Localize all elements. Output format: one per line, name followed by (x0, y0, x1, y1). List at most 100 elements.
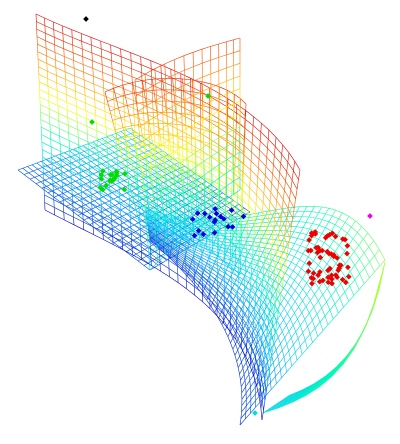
tall-folded-sheet-gridline (84, 80, 94, 84)
curved-s-sheet-gridline (286, 325, 289, 331)
curved-s-sheet-gridline (284, 320, 287, 326)
tall-folded-sheet-gridline (61, 167, 71, 172)
tall-folded-sheet-gridline (93, 68, 94, 76)
tall-folded-sheet-gridline (102, 65, 103, 73)
tall-folded-sheet-gridline (257, 186, 258, 195)
tall-folded-sheet-gridline (258, 168, 265, 175)
tall-folded-sheet-gridline (191, 95, 201, 100)
curved-s-sheet-gridline (297, 354, 302, 360)
tall-folded-sheet-gridline (103, 72, 113, 76)
tall-folded-sheet-gridline (270, 202, 276, 210)
curved-s-sheet-gridline (240, 374, 241, 380)
tall-folded-sheet-gridline (277, 191, 278, 200)
curved-s-sheet-gridline (245, 241, 247, 245)
curved-s-sheet-gridline (355, 221, 361, 227)
tall-folded-sheet-gridline (53, 22, 62, 26)
curved-s-sheet-gridline (251, 263, 257, 265)
curved-s-sheet-gridline (364, 253, 369, 262)
blue-flat-sheet-gridline (30, 179, 36, 184)
blue-flat-sheet-gridline (47, 184, 52, 186)
tall-folded-sheet-gridline (94, 84, 104, 88)
curved-s-sheet-gridline (282, 350, 284, 357)
tall-folded-sheet-gridline (123, 96, 133, 100)
tall-folded-sheet-gridline (63, 26, 72, 30)
tall-folded-sheet-gridline (98, 154, 99, 162)
tall-folded-sheet-gridline (82, 49, 92, 53)
curved-s-sheet-gridline (225, 236, 233, 237)
tall-folded-sheet-gridline (291, 190, 296, 199)
tall-folded-sheet-gridline (296, 189, 298, 199)
tall-folded-sheet (36, 14, 300, 420)
curved-s-sheet-gridline (309, 242, 315, 245)
blue-flat-sheet-gridline (48, 193, 54, 198)
tall-folded-sheet-gridline (59, 121, 68, 125)
tall-folded-sheet-gridline (56, 75, 65, 79)
curved-s-sheet-gridline (271, 382, 272, 389)
tall-folded-sheet-gridline (92, 53, 93, 61)
curved-s-sheet-gridline (215, 309, 217, 313)
blue-flat-sheet-gridline (82, 165, 88, 169)
blue-flat-sheet-gridline (79, 147, 85, 151)
tall-folded-sheet-gridline (87, 134, 97, 138)
tall-folded-sheet-gridline (42, 150, 51, 155)
curved-s-sheet-gridline (369, 241, 374, 247)
tall-folded-sheet-gridline (276, 201, 277, 210)
tall-folded-sheet-gridline (152, 93, 162, 97)
blue-flat-sheet-gridline (192, 200, 196, 202)
tall-folded-sheet-gridline (273, 228, 274, 237)
blue-flat-sheet-gridline (73, 167, 78, 169)
curved-s-sheet-gridline (281, 304, 285, 309)
blue-flat-sheet-gridline (35, 176, 40, 178)
curved-s-sheet-gridline (310, 328, 315, 334)
curved-s-sheet-gridline (246, 407, 251, 413)
curved-s-sheet-gridline (332, 210, 336, 216)
blue-flat-sheet-gridline (136, 252, 140, 254)
blue-flat-sheet-gridline (65, 179, 71, 183)
blue-flat-sheet-gridline (134, 223, 138, 225)
curved-s-sheet-gridline (249, 339, 251, 345)
curved-s-sheet-gridline (318, 331, 323, 337)
tall-folded-sheet-gridline (267, 284, 268, 293)
tall-folded-sheet-gridline (77, 122, 87, 126)
tall-folded-sheet-gridline (257, 266, 258, 275)
blue-flat-sheet-gridline (103, 144, 109, 148)
tall-folded-sheet-gridline (266, 293, 267, 302)
tall-folded-sheet-gridline (55, 215, 65, 220)
blue-flat-sheet-gridline (118, 195, 122, 197)
tall-folded-sheet-gridline (75, 91, 85, 95)
curved-s-sheet-gridline (350, 252, 355, 258)
tall-folded-sheet-flap-gridline (125, 95, 127, 105)
curved-s-sheet-gridline (284, 282, 287, 288)
tall-folded-sheet-gridline (250, 179, 257, 186)
tall-folded-sheet-gridline (141, 65, 142, 73)
curved-s-sheet-gridline (328, 319, 333, 325)
curved-s-sheet-gridline (300, 319, 305, 325)
curved-s-sheet-gridline (295, 244, 301, 246)
tall-folded-sheet-gridline (122, 73, 132, 77)
blue-flat-sheet-gridline (131, 212, 137, 216)
tall-folded-sheet-gridline (70, 148, 71, 156)
tall-folded-sheet-gridline (38, 67, 47, 71)
curved-s-sheet-gridline (246, 400, 251, 406)
blue-flat-sheet-gridline (104, 150, 110, 154)
tall-folded-sheet-gridline (151, 61, 161, 65)
blue-flat-sheet-gridline (124, 199, 128, 201)
curved-s-sheet-gridline (291, 297, 295, 302)
curved-s-sheet-gridline (191, 262, 192, 264)
curved-s-sheet-gridline (204, 246, 205, 248)
blue-flat-sheet-gridline (64, 171, 69, 173)
tall-folded-sheet-gridline (288, 199, 289, 209)
tall-folded-sheet-flap-gridline (183, 79, 184, 91)
tall-folded-sheet-gridline (141, 236, 150, 241)
blue-flat-sheet-gridline (135, 157, 141, 161)
blue-flat-sheet-gridline (81, 205, 86, 207)
curved-s-sheet-gridline (316, 213, 319, 219)
curved-s-sheet-gridline (282, 325, 286, 331)
tall-folded-sheet-gridline (249, 188, 250, 197)
curved-s-sheet-gridline (325, 228, 331, 231)
curved-s-sheet-gridline (295, 291, 299, 296)
tall-folded-sheet-gridline (248, 215, 249, 224)
curved-s-sheet-gridline (285, 338, 287, 345)
blue-flat-sheet-gridline (66, 157, 71, 159)
blue-flat-sheet-gridline (165, 161, 170, 163)
